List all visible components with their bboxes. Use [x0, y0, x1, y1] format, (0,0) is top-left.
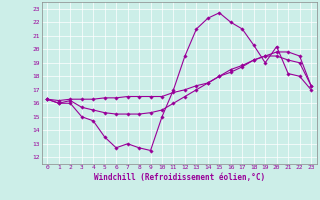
X-axis label: Windchill (Refroidissement éolien,°C): Windchill (Refroidissement éolien,°C)	[94, 173, 265, 182]
